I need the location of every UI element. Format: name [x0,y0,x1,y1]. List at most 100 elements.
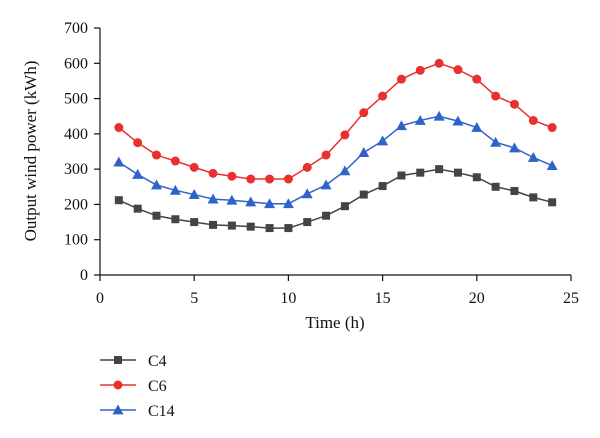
data-point-c6 [340,130,350,140]
data-point-c6 [170,156,180,166]
data-point-c6 [491,91,501,101]
axes [99,28,571,276]
data-point-c14 [527,151,539,162]
data-point-c14 [169,184,181,195]
data-point-c14 [508,142,520,153]
data-point-c14 [226,194,238,205]
data-point-c4 [152,211,161,220]
legend-label-c6: C6 [148,378,167,395]
y-ticks: 0 100 200 300 400 500 600 700 [64,20,100,284]
data-point-c6 [265,174,275,184]
data-point-c6 [246,174,256,184]
data-point-c4 [510,187,519,196]
data-point-c6 [208,168,218,178]
x-tick-label: 10 [280,290,296,307]
x-axis-label: Time (h) [305,313,364,332]
data-point-c14 [452,115,464,126]
data-point-c6 [359,108,369,118]
data-point-c6 [472,74,482,84]
data-point-c4 [491,182,500,191]
data-point-c6 [189,162,199,172]
data-point-c14 [207,193,219,204]
data-point-c14 [301,188,313,199]
data-point-c14 [414,114,426,125]
data-point-c6 [133,138,143,148]
data-point-c4 [435,165,444,174]
data-point-c4 [171,215,180,224]
y-tick-label: 700 [64,20,88,37]
legend-marker-c4 [114,356,122,364]
series-c14 [113,110,558,209]
y-tick-label: 600 [64,55,88,72]
data-point-c6 [396,74,406,84]
data-point-c4 [246,222,255,231]
data-point-c6 [528,115,538,125]
data-point-c4 [397,171,406,180]
data-point-c6 [152,150,162,160]
data-point-c14 [395,120,407,131]
data-point-c14 [132,168,144,179]
data-point-c6 [378,91,388,101]
x-tick-label: 5 [190,290,198,307]
data-point-c4 [472,173,481,182]
legend-item-c14: C14 [100,403,175,420]
data-point-c4 [303,218,312,227]
data-point-c4 [548,198,557,207]
series-layer [113,58,558,233]
data-point-c14 [339,165,351,176]
data-point-c14 [264,198,276,209]
data-point-c14 [188,189,200,199]
legend-label-c14: C14 [148,403,175,420]
y-tick-label: 200 [64,196,88,213]
data-point-c14 [471,122,483,132]
data-point-c6 [415,65,425,75]
series-c4 [114,165,557,233]
legend-item-c6: C6 [100,378,167,395]
data-point-c4 [209,220,218,229]
data-point-c14 [151,179,163,190]
data-point-c4 [190,218,199,227]
data-point-c14 [546,160,558,171]
legend-marker-c14 [112,404,124,415]
legend-label-c4: C4 [148,353,167,370]
data-point-c14 [433,110,445,121]
data-point-c4 [322,211,331,220]
data-point-c6 [302,162,312,172]
x-tick-label: 15 [375,290,391,307]
data-point-c4 [378,182,387,191]
data-point-c4 [416,168,425,177]
data-point-c14 [245,196,257,207]
series-line-c14 [118,115,553,205]
data-point-c4 [340,202,349,211]
y-tick-label: 400 [64,126,88,143]
data-point-c6 [283,174,293,184]
data-point-c4 [114,196,123,205]
legend-item-c4: C4 [100,353,167,370]
data-point-c6 [114,123,124,133]
data-point-c14 [282,198,294,209]
data-point-c14 [320,179,332,190]
series-line-c6 [118,62,553,180]
data-point-c6 [434,58,444,68]
x-tick-label: 20 [469,290,485,307]
data-point-c4 [359,190,368,199]
data-point-c6 [321,150,331,160]
series-c6 [114,58,557,184]
y-tick-label: 0 [80,267,88,284]
data-point-c4 [453,168,462,177]
data-point-c4 [284,224,293,233]
data-point-c14 [358,147,370,157]
data-point-c6 [227,171,237,181]
x-tick-label: 25 [563,290,579,307]
x-tick-label: 0 [96,290,104,307]
legend: C4 C6 C14 [100,353,175,420]
data-point-c6 [509,99,519,109]
data-point-c6 [453,65,463,75]
data-point-c4 [529,193,538,202]
y-tick-label: 500 [64,91,88,108]
data-point-c4 [227,221,236,230]
data-point-c4 [265,224,274,233]
x-ticks: 0 5 10 15 20 25 [96,275,579,307]
legend-marker-c6 [113,380,123,390]
